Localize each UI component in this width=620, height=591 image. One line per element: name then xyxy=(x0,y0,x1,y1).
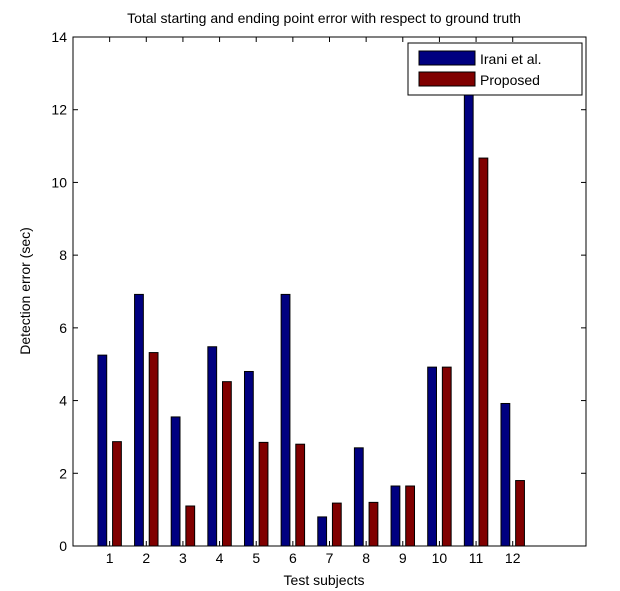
bar-irani-11 xyxy=(463,87,474,547)
bar-proposed-11 xyxy=(478,157,489,547)
bar-irani-4 xyxy=(207,346,218,547)
bar-irani-6 xyxy=(280,293,291,547)
y-tick-label: 12 xyxy=(51,102,67,118)
bar-irani-7 xyxy=(317,516,328,547)
y-tick-label: 10 xyxy=(51,174,67,190)
bar-proposed-7 xyxy=(331,502,342,547)
y-axis: 0 2 4 6 8 10 12 14 xyxy=(51,29,586,554)
bar-irani-10 xyxy=(427,366,437,547)
x-tick-label: 8 xyxy=(362,550,370,566)
x-tick-label: 2 xyxy=(142,550,150,566)
x-tick-label: 1 xyxy=(106,550,114,566)
chart-title: Total starting and ending point error wi… xyxy=(127,10,521,26)
x-tick-label: 5 xyxy=(252,550,260,566)
bar-irani-3 xyxy=(170,416,181,547)
y-tick-label: 6 xyxy=(59,320,67,336)
x-tick-label: 4 xyxy=(216,550,224,566)
x-tick-label: 9 xyxy=(399,550,407,566)
bar-irani-2 xyxy=(134,293,144,547)
bar-proposed-2 xyxy=(148,352,159,547)
y-tick-label: 14 xyxy=(51,29,67,45)
bar-irani-1 xyxy=(97,354,108,547)
x-axis-label: Test subjects xyxy=(284,572,365,588)
legend-label-irani: Irani et al. xyxy=(480,51,541,67)
bar-proposed-1 xyxy=(112,441,122,547)
bar-proposed-5 xyxy=(258,441,269,547)
legend-swatch-irani xyxy=(418,50,476,66)
legend-label-proposed: Proposed xyxy=(480,72,540,88)
bar-proposed-6 xyxy=(295,443,306,547)
y-tick-label: 2 xyxy=(59,465,67,481)
y-axis-label: Detection error (sec) xyxy=(17,227,33,355)
bar-proposed-10 xyxy=(441,366,452,547)
y-tick-label: 4 xyxy=(59,393,67,409)
x-axis: 1 2 3 4 5 6 7 8 9 10 11 12 xyxy=(106,37,521,566)
legend: Irani et al. Proposed xyxy=(407,42,583,96)
bar-proposed-8 xyxy=(368,501,379,547)
x-tick-label: 6 xyxy=(289,550,297,566)
bar-proposed-9 xyxy=(405,485,416,547)
bars-group xyxy=(97,87,525,547)
legend-swatch-proposed xyxy=(418,71,476,87)
y-tick-label: 8 xyxy=(59,247,67,263)
bar-irani-5 xyxy=(243,370,254,547)
bar-irani-12 xyxy=(500,402,511,547)
bar-irani-9 xyxy=(390,485,401,547)
x-tick-label: 10 xyxy=(432,550,448,566)
bar-proposed-12 xyxy=(515,480,525,547)
x-tick-label: 12 xyxy=(505,550,521,566)
x-tick-label: 3 xyxy=(179,550,187,566)
x-tick-label: 11 xyxy=(469,550,484,566)
bar-proposed-3 xyxy=(185,505,196,547)
x-tick-label: 7 xyxy=(326,550,334,566)
y-tick-label: 0 xyxy=(59,538,67,554)
bar-irani-8 xyxy=(353,447,364,547)
bar-proposed-4 xyxy=(222,381,232,547)
